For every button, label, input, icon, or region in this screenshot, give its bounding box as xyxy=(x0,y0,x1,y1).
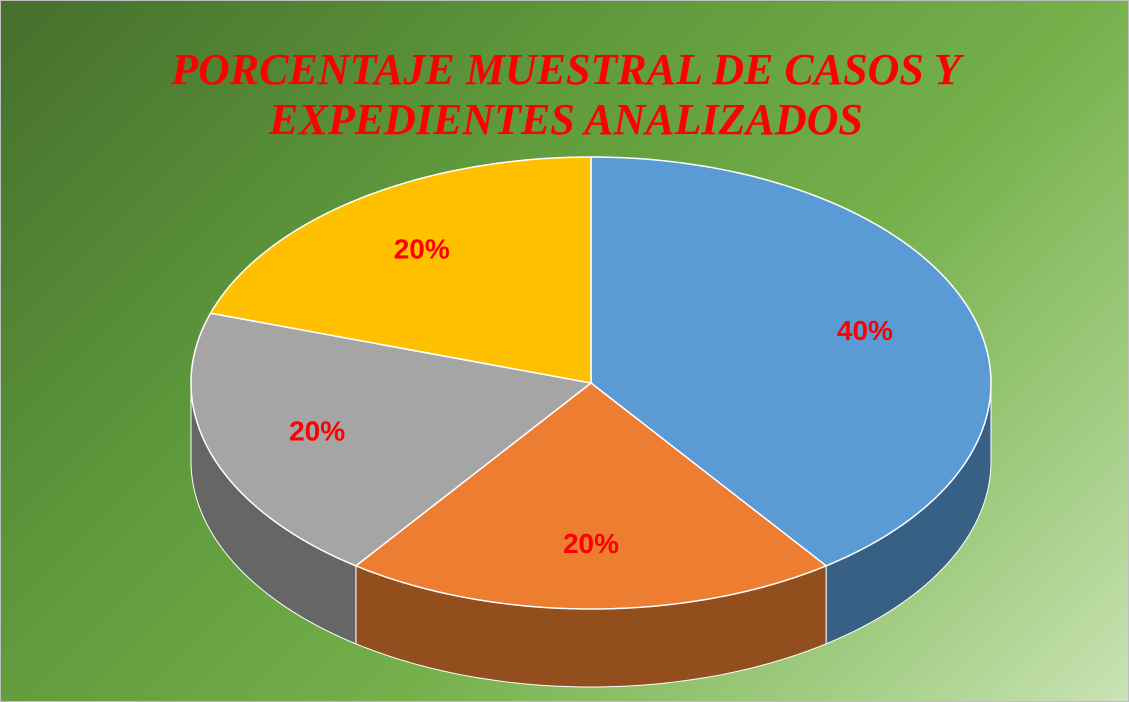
data-label: 20% xyxy=(563,528,619,559)
data-label: 20% xyxy=(289,416,345,447)
data-label: 40% xyxy=(837,315,893,346)
chart-title: PORCENTAJE MUESTRAL DE CASOS Y EXPEDIENT… xyxy=(171,45,961,144)
slice xyxy=(190,312,593,567)
slice xyxy=(590,156,992,567)
data-label: 20% xyxy=(394,234,450,265)
slice xyxy=(209,156,592,384)
slice xyxy=(354,382,828,610)
